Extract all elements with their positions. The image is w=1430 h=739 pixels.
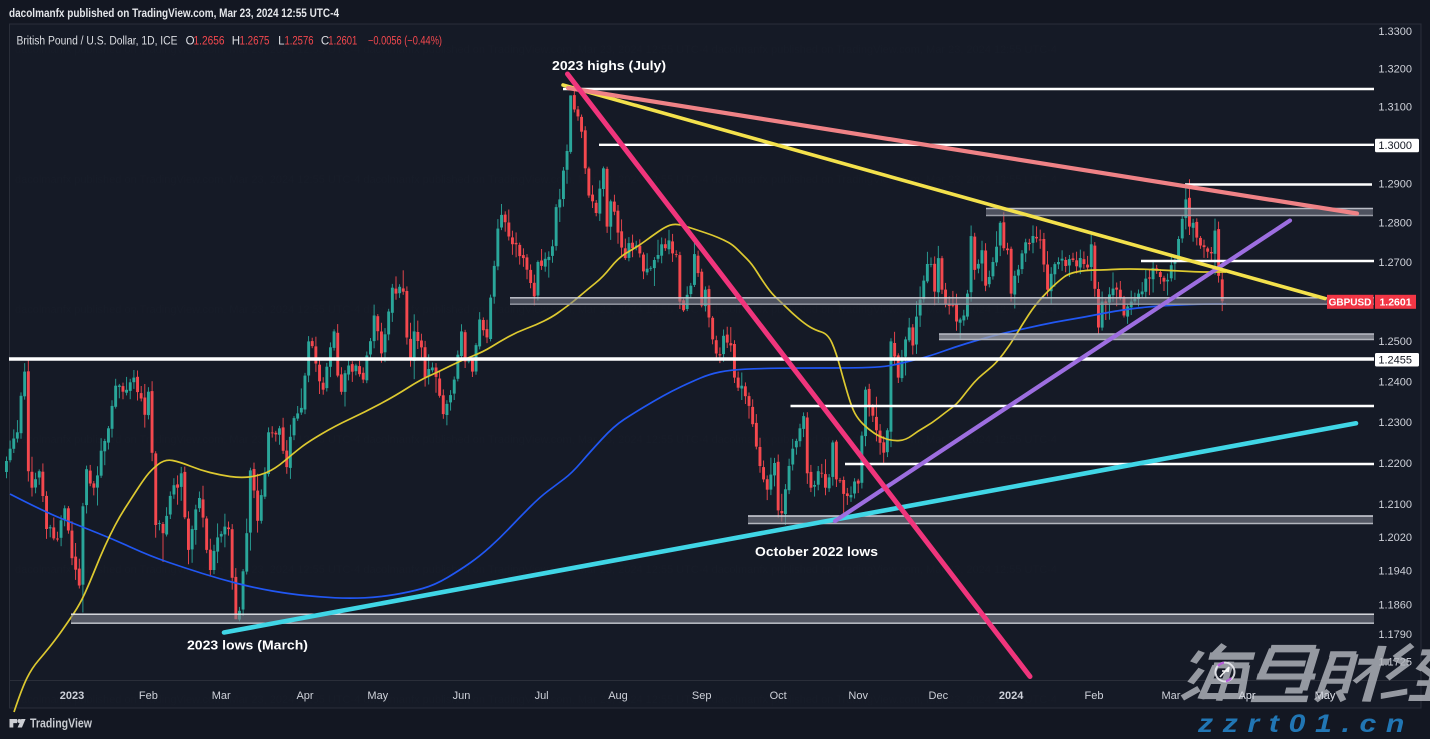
svg-text:1.2576: 1.2576 — [285, 36, 314, 48]
svg-text:1.1940: 1.1940 — [1378, 566, 1412, 578]
svg-text:1.3100: 1.3100 — [1378, 102, 1412, 114]
svg-text:2023 lows (March): 2023 lows (March) — [187, 638, 308, 653]
svg-text:1.3000: 1.3000 — [1378, 140, 1412, 152]
svg-text:British Pound / U.S. Dollar, 1: British Pound / U.S. Dollar, 1D, ICE — [17, 36, 178, 48]
svg-text:1.2300: 1.2300 — [1378, 417, 1412, 429]
svg-text:1.2500: 1.2500 — [1378, 336, 1412, 348]
svg-text:2023: 2023 — [60, 690, 84, 702]
svg-text:−0.0056 (−0.44%): −0.0056 (−0.44%) — [368, 36, 442, 48]
svg-text:Mar: Mar — [212, 690, 231, 702]
svg-text:Mar: Mar — [1162, 690, 1181, 702]
svg-text:Feb: Feb — [139, 690, 158, 702]
svg-text:Jun: Jun — [453, 690, 471, 702]
svg-text:O: O — [186, 36, 195, 48]
svg-text:1.3300: 1.3300 — [1378, 26, 1412, 38]
svg-text:Dec: Dec — [929, 690, 949, 702]
svg-text:1.2800: 1.2800 — [1378, 218, 1412, 230]
svg-text:1.1790: 1.1790 — [1378, 629, 1412, 641]
svg-text:Apr: Apr — [1238, 690, 1255, 702]
svg-text:1.2700: 1.2700 — [1378, 257, 1412, 269]
svg-text:1.2400: 1.2400 — [1378, 376, 1412, 388]
svg-text:1.2601: 1.2601 — [1379, 297, 1411, 309]
svg-text:H: H — [232, 36, 240, 48]
svg-text:2023 highs (July): 2023 highs (July) — [552, 58, 666, 73]
svg-text:Apr: Apr — [296, 690, 313, 702]
svg-text:Aug: Aug — [608, 690, 628, 702]
svg-text:Feb: Feb — [1085, 690, 1104, 702]
svg-text:1.2020: 1.2020 — [1378, 532, 1412, 544]
svg-text:dacolmanfx published on Tradin: dacolmanfx published on TradingView.com,… — [15, 304, 1057, 316]
svg-text:May: May — [367, 690, 388, 702]
svg-text:1.2601: 1.2601 — [328, 36, 357, 48]
svg-text:1.2455: 1.2455 — [1378, 354, 1412, 366]
svg-text:May: May — [1315, 690, 1336, 702]
svg-text:1.2656: 1.2656 — [194, 36, 225, 48]
svg-text:dacolmanfx published on Tradin: dacolmanfx published on TradingView.com,… — [9, 8, 340, 20]
svg-text:2024: 2024 — [999, 690, 1024, 702]
svg-text:1.1860: 1.1860 — [1378, 599, 1412, 611]
svg-text:1.2100: 1.2100 — [1378, 499, 1412, 511]
svg-text:Oct: Oct — [770, 690, 787, 702]
svg-text:October 2022 lows: October 2022 lows — [755, 544, 878, 559]
svg-text:1.3200: 1.3200 — [1378, 64, 1412, 76]
svg-text:Nov: Nov — [848, 690, 868, 702]
svg-text:zzrt01.cn: zzrt01.cn — [1197, 710, 1414, 738]
svg-text:Jul: Jul — [535, 690, 549, 702]
svg-text:L: L — [278, 36, 285, 48]
svg-text:C: C — [321, 36, 329, 48]
svg-text:1.2900: 1.2900 — [1378, 179, 1412, 191]
svg-text:TradingView: TradingView — [30, 716, 93, 731]
svg-text:1.2200: 1.2200 — [1378, 458, 1412, 470]
svg-text:1.2675: 1.2675 — [240, 36, 270, 48]
svg-text:GBPUSD: GBPUSD — [1329, 298, 1372, 309]
svg-text:Sep: Sep — [692, 690, 712, 702]
